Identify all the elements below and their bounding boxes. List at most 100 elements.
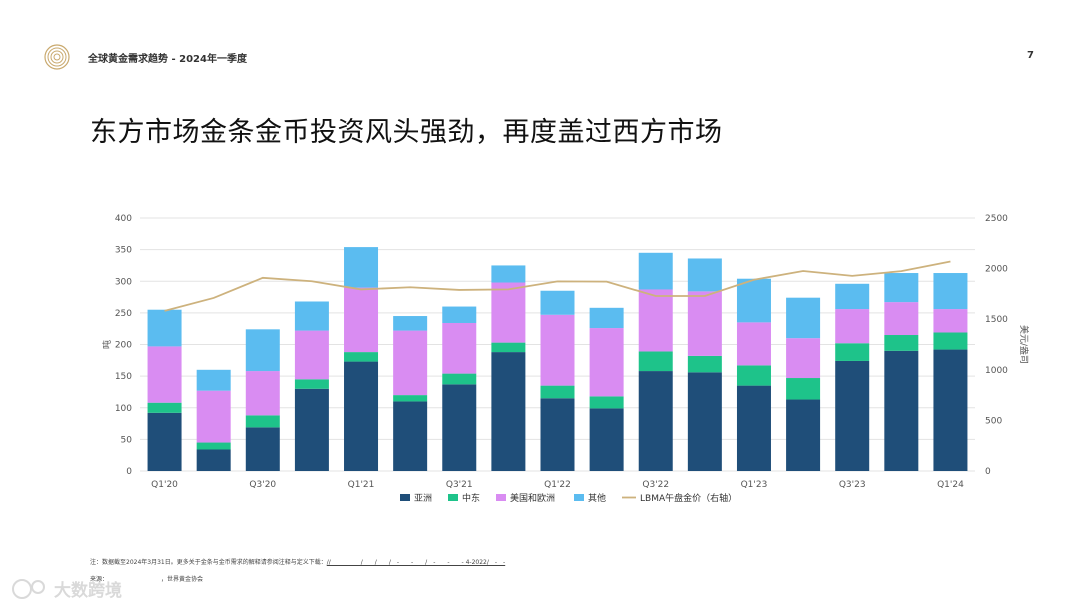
bar-segment xyxy=(786,378,821,400)
bar-segment xyxy=(736,385,771,471)
bar-segment xyxy=(491,352,526,471)
x-tick-label: Q1'20 xyxy=(151,480,178,490)
legend-label: 美国和欧洲 xyxy=(510,492,555,504)
bar-segment xyxy=(589,408,624,471)
bar-segment xyxy=(344,247,379,288)
bar-segment xyxy=(884,350,919,471)
legend-label: 其他 xyxy=(588,492,606,504)
bar-segment xyxy=(933,332,968,350)
bar-segment xyxy=(147,309,182,347)
bar-segment xyxy=(245,329,280,372)
bar-segment xyxy=(687,258,722,292)
bar-segment xyxy=(638,252,673,290)
bar-segment xyxy=(687,372,722,471)
bar-segment xyxy=(344,287,379,353)
bar-segment xyxy=(442,384,477,471)
bar-segment xyxy=(294,388,329,471)
footnote-text: 注：数据截至2024年3月31日。更多关于金条与金币需求的解释请参阅注释与定义下… xyxy=(90,559,327,566)
x-tick-label: Q1'21 xyxy=(348,480,375,490)
bar-segment xyxy=(245,415,280,428)
bar-segment xyxy=(884,302,919,336)
x-tick-label: Q3'20 xyxy=(249,480,276,490)
y-tick-label: 150 xyxy=(115,372,132,382)
bar-segment xyxy=(638,371,673,471)
bar-segment xyxy=(933,273,968,310)
bar-segment xyxy=(491,342,526,353)
bar-segment xyxy=(835,283,870,310)
bar-segment xyxy=(835,343,870,361)
bar-segment xyxy=(638,289,673,352)
bar-segment xyxy=(442,322,477,374)
x-tick-label: Q3'21 xyxy=(446,480,473,490)
bar-segment xyxy=(736,278,771,323)
bar-segment xyxy=(786,338,821,379)
bar-segment xyxy=(736,322,771,366)
bar-segment xyxy=(491,265,526,283)
bar-segment xyxy=(786,399,821,471)
bar-segment xyxy=(147,412,182,471)
bar-segment xyxy=(196,442,231,450)
y2-axis-title: 美元/盎司 xyxy=(1018,325,1030,364)
y2-tick-label: 1500 xyxy=(985,315,1008,325)
bar-segment xyxy=(687,291,722,356)
gold-council-logo xyxy=(44,44,70,70)
x-tick-label: Q1'22 xyxy=(544,480,571,490)
y2-tick-label: 1000 xyxy=(985,366,1008,376)
lbma-price-line xyxy=(164,260,951,312)
legend-label: LBMA午盘金价（右轴） xyxy=(640,492,737,504)
bar-segment xyxy=(294,379,329,389)
bar-segment xyxy=(736,365,771,386)
bar-segment xyxy=(687,355,722,373)
legend-swatch xyxy=(400,494,410,501)
y2-tick-label: 2500 xyxy=(985,214,1008,224)
y2-tick-label: 0 xyxy=(985,467,991,477)
bar-segment xyxy=(589,396,624,409)
bar-segment xyxy=(393,395,428,402)
bar-segment xyxy=(835,309,870,344)
page-number: 7 xyxy=(1027,50,1034,61)
y-tick-label: 250 xyxy=(115,309,132,319)
bar-segment xyxy=(393,316,428,331)
report-header-title: 全球黄金需求趋势 - 2024年一季度 xyxy=(88,54,247,65)
bar-segment xyxy=(835,360,870,471)
bar-segment xyxy=(589,328,624,397)
slide-title: 东方市场金条金币投资风头强劲，再度盖过西方市场 xyxy=(90,117,723,148)
bar-segment xyxy=(196,449,231,471)
source-org: ，世界黄金协会 xyxy=(161,576,204,583)
footnote: 注：数据截至2024年3月31日。更多关于金条与金币需求的解释请参阅注释与定义下… xyxy=(90,557,505,566)
bar-segment xyxy=(442,306,477,323)
bar-segment xyxy=(491,282,526,343)
y-tick-label: 400 xyxy=(115,214,132,224)
bar-segment xyxy=(196,369,231,391)
x-tick-label: Q1'24 xyxy=(937,480,964,490)
legend-label: 中东 xyxy=(462,492,480,504)
y-tick-label: 350 xyxy=(115,246,132,256)
legend-label: 亚洲 xyxy=(414,493,432,504)
y-tick-label: 300 xyxy=(115,277,132,287)
bar-segment xyxy=(884,335,919,351)
x-tick-label: Q3'22 xyxy=(642,480,669,490)
bar-segment xyxy=(540,314,575,386)
y-axis-title: 吨 xyxy=(101,340,113,349)
watermark-text: 大数跨境 xyxy=(54,580,122,601)
bar-segment xyxy=(196,390,231,443)
bar-segment xyxy=(294,330,329,380)
y2-tick-label: 500 xyxy=(985,416,1002,426)
legend-swatch xyxy=(574,494,584,501)
y-tick-label: 50 xyxy=(121,435,133,445)
bar-segment xyxy=(540,290,575,315)
bar-segment xyxy=(147,402,182,413)
bar-segment xyxy=(245,427,280,471)
source-label: 来源： xyxy=(90,576,106,583)
footnote-link[interactable]: // / / / - - / - - - 4-2022/ - - xyxy=(326,559,506,566)
bar-segment xyxy=(344,352,379,362)
bar-segment xyxy=(933,349,968,471)
legend-swatch xyxy=(448,494,458,501)
bar-segment xyxy=(393,401,428,471)
bar-segment xyxy=(540,385,575,399)
y-tick-label: 100 xyxy=(115,404,132,414)
bar-segment xyxy=(344,361,379,471)
bar-segment xyxy=(589,307,624,329)
x-tick-label: Q3'23 xyxy=(839,480,866,490)
bar-segment xyxy=(245,371,280,416)
